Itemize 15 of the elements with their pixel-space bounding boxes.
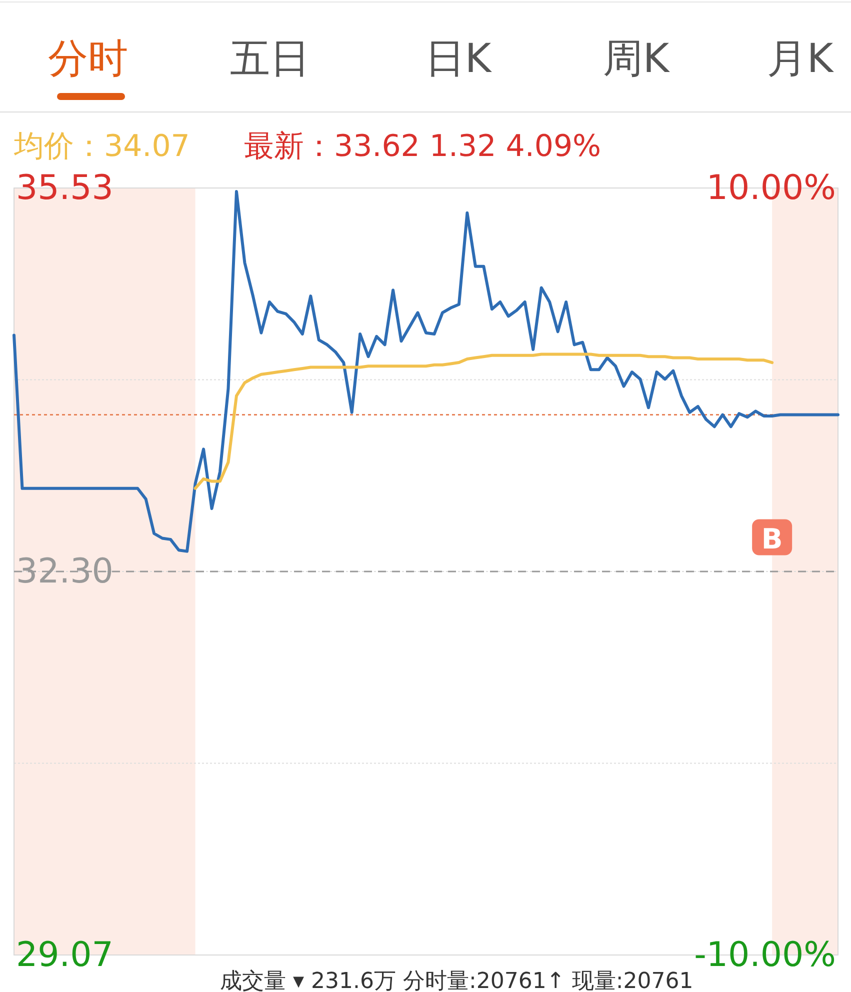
line-series bbox=[194, 352, 774, 490]
y-tick-label: 35.53 bbox=[16, 168, 114, 208]
y2-tick-label: -10.00% bbox=[694, 935, 836, 975]
text: 日K bbox=[424, 36, 493, 82]
y-tick-label: 32.30 bbox=[16, 552, 114, 592]
text: 成交量 ▾ 231.6万 分时量:20761↑ 现量:20761 bbox=[220, 969, 694, 992]
y-tick-label: 29.07 bbox=[16, 935, 114, 975]
y2-tick-label: 10.00% bbox=[706, 168, 836, 208]
annotation: B bbox=[761, 522, 783, 556]
text: 五日 bbox=[230, 36, 310, 82]
text: 月K bbox=[766, 36, 835, 82]
text: 分时 bbox=[48, 36, 128, 82]
text: 周K bbox=[602, 36, 671, 82]
text: 最新：33.62 1.32 4.09% bbox=[244, 129, 602, 164]
text: 均价：34.07 bbox=[13, 129, 190, 164]
